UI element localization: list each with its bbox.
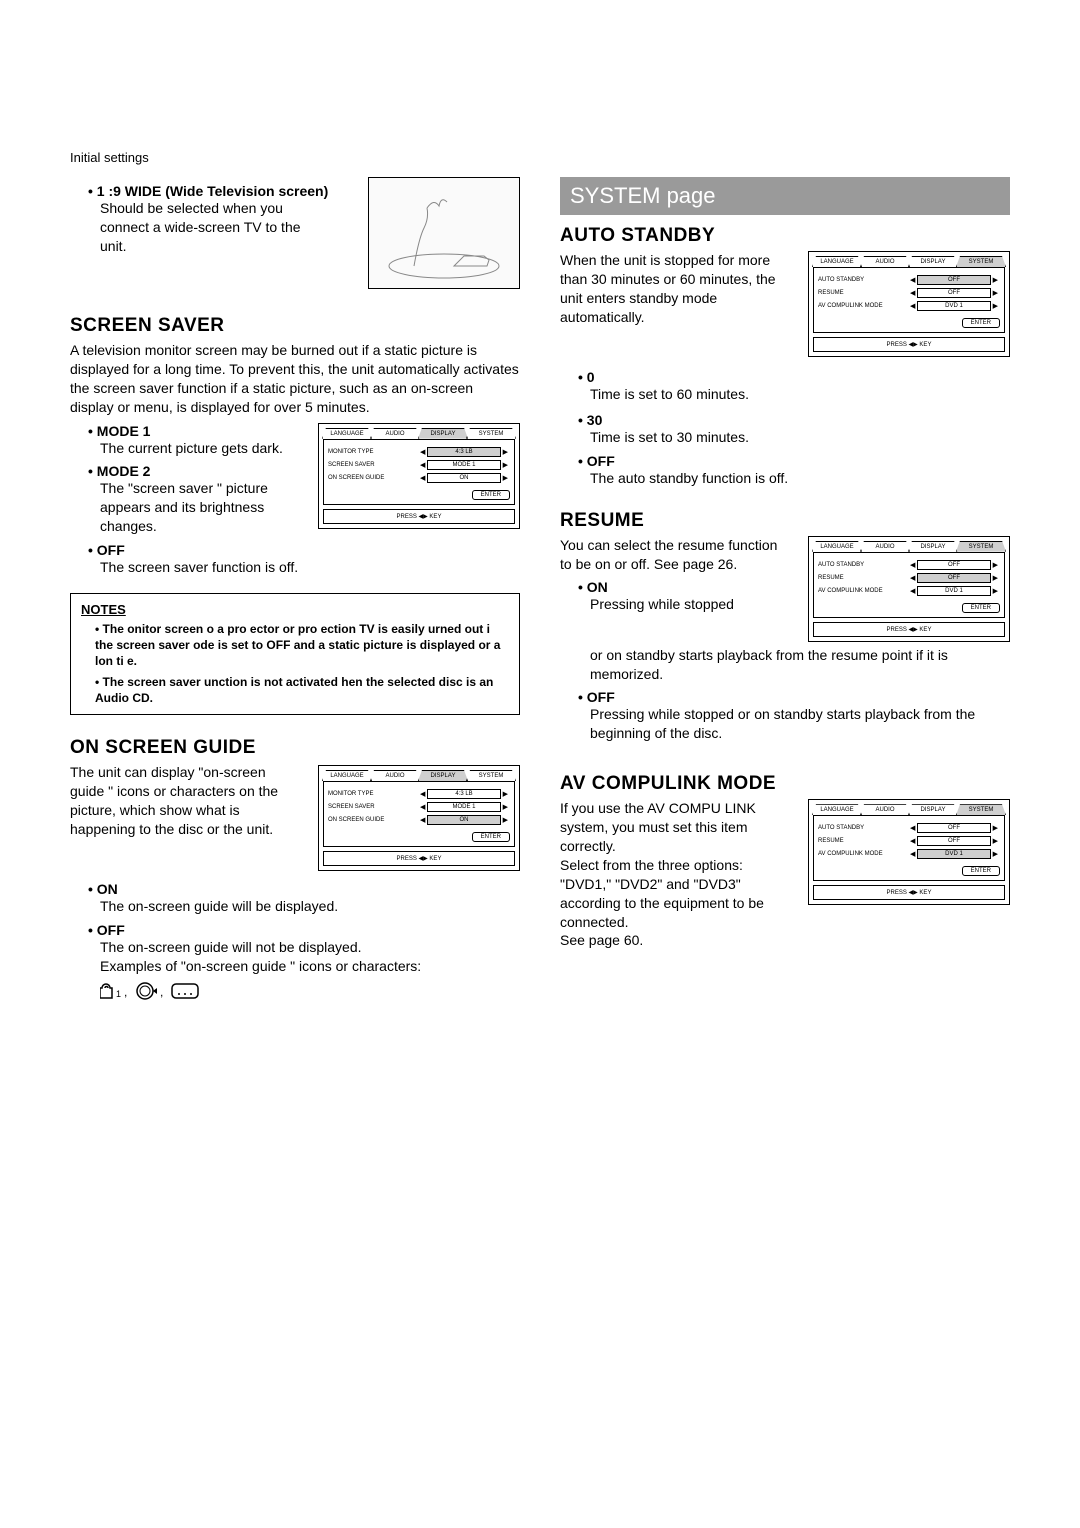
av-intro2: Select from the three options: "DVD1," "… [560, 856, 780, 932]
osd-tab: LANGUAGE [812, 541, 862, 552]
av-compulink-heading: AV COMPULINK MODE [560, 773, 1010, 795]
osd-tab: DISPLAY [418, 770, 468, 781]
osd-row: RESUME◀OFF▶ [818, 836, 1000, 846]
osd-autostandby: LANGUAGEAUDIODISPLAYSYSTEM AUTO STANDBY◀O… [808, 251, 1010, 357]
osd-row: ON SCREEN GUIDE◀ON▶ [328, 473, 510, 483]
osd-tab: AUDIO [370, 428, 420, 439]
screensaver-intro: A television monitor screen may be burne… [70, 341, 520, 417]
osd-row: AV COMPULINK MODE◀DVD 1▶ [818, 301, 1000, 311]
osd-enter-button: ENTER [962, 866, 1000, 876]
osd-row: SCREEN SAVER◀MODE 1▶ [328, 460, 510, 470]
osd-tab: DISPLAY [908, 256, 958, 267]
osd-tab: AUDIO [860, 804, 910, 815]
as-off-title: OFF [578, 453, 1010, 469]
notes-title: NOTES [81, 602, 509, 617]
av-intro1: If you use the AV COMPU LINK system, you… [560, 799, 780, 856]
osd-row: MONITOR TYPE◀4:3 LB▶ [328, 789, 510, 799]
osd-row: MONITOR TYPE◀4:3 LB▶ [328, 447, 510, 457]
left-column: 1 :9 WIDE (Wide Television screen) Shoul… [70, 177, 520, 1007]
osd-row: AUTO STANDBY◀OFF▶ [818, 275, 1000, 285]
osd-footer: PRESS ◀▶ KEY [813, 337, 1005, 352]
osd-footer: PRESS ◀▶ KEY [813, 885, 1005, 900]
osg-heading: ON SCREEN GUIDE [70, 737, 520, 759]
resume-on-desc1: Pressing while stopped [590, 595, 800, 614]
osd-tab: AUDIO [860, 256, 910, 267]
osd-tab: LANGUAGE [322, 428, 372, 439]
osd-footer: PRESS ◀▶ KEY [323, 509, 515, 524]
ss-off-desc: The screen saver function is off. [100, 558, 520, 577]
svg-text:1: 1 [116, 989, 121, 999]
osd-enter-button: ENTER [962, 318, 1000, 328]
osg-on-desc: The on-screen guide will be displayed. [100, 897, 520, 916]
resume-intro: You can select the resume function to be… [560, 536, 780, 574]
osd-row: RESUME◀OFF▶ [818, 573, 1000, 583]
note-1: The onitor screen o a pro ector or pro e… [95, 621, 509, 670]
osd-tab: SYSTEM [466, 770, 516, 781]
osg-off-title: OFF [88, 922, 520, 938]
osg-intro: The unit can display "on-screen guide " … [70, 763, 290, 839]
osd-tab: DISPLAY [418, 428, 468, 439]
osg-icons: 1 , , [100, 980, 520, 1007]
osd-enter-button: ENTER [472, 832, 510, 842]
osg-on-title: ON [88, 881, 520, 897]
ss-off-title: OFF [88, 542, 520, 558]
note-2: The screen saver unction is not activate… [95, 674, 509, 706]
wide-tv-illustration [368, 177, 520, 289]
resume-off-desc: Pressing while stopped or on standby sta… [590, 705, 1010, 743]
osd-tab: LANGUAGE [812, 804, 862, 815]
osd-row: RESUME◀OFF▶ [818, 288, 1000, 298]
svg-text:,: , [160, 985, 163, 999]
as-30-title: 30 [578, 412, 1010, 428]
osd-tab: LANGUAGE [322, 770, 372, 781]
as-30-desc: Time is set to 30 minutes. [590, 428, 1010, 447]
resume-off-title: OFF [578, 689, 1010, 705]
osd-footer: PRESS ◀▶ KEY [813, 622, 1005, 637]
osd-tab: DISPLAY [908, 541, 958, 552]
auto-standby-intro: When the unit is stopped for more than 3… [560, 251, 780, 327]
right-column: SYSTEM page AUTO STANDBY LANGUAGEAUDIODI… [560, 177, 1010, 1007]
as-60-title: 0 [578, 369, 1010, 385]
osd-tab: DISPLAY [908, 804, 958, 815]
wide-desc: Should be selected when you connect a wi… [100, 199, 310, 256]
osd-enter-button: ENTER [472, 490, 510, 500]
osd-tab: SYSTEM [956, 804, 1006, 815]
osd-onscreenguide: LANGUAGEAUDIODISPLAYSYSTEM MONITOR TYPE◀4… [318, 765, 520, 871]
auto-standby-heading: AUTO STANDBY [560, 225, 1010, 247]
as-off-desc: The auto standby function is off. [590, 469, 1010, 488]
notes-box: NOTES The onitor screen o a pro ector or… [70, 593, 520, 715]
as-60-desc: Time is set to 60 minutes. [590, 385, 1010, 404]
mode2-desc: The "screen saver " picture appears and … [100, 479, 330, 536]
osd-footer: PRESS ◀▶ KEY [323, 851, 515, 866]
osd-row: AV COMPULINK MODE◀DVD 1▶ [818, 586, 1000, 596]
osd-avcompulink: LANGUAGEAUDIODISPLAYSYSTEM AUTO STANDBY◀O… [808, 799, 1010, 905]
osd-row: SCREEN SAVER◀MODE 1▶ [328, 802, 510, 812]
av-intro3: See page 60. [560, 931, 1010, 950]
osd-tab: AUDIO [860, 541, 910, 552]
osd-enter-button: ENTER [962, 603, 1000, 613]
system-banner: SYSTEM page [560, 177, 1010, 215]
osd-row: ON SCREEN GUIDE◀ON▶ [328, 815, 510, 825]
svg-text:,: , [124, 985, 127, 999]
osg-off-desc2: Examples of "on-screen guide " icons or … [100, 957, 520, 976]
osd-tab: AUDIO [370, 770, 420, 781]
osd-screensaver: LANGUAGEAUDIODISPLAYSYSTEM MONITOR TYPE◀4… [318, 423, 520, 529]
osd-tab: LANGUAGE [812, 256, 862, 267]
osg-off-desc1: The on-screen guide will not be displaye… [100, 938, 520, 957]
osd-row: AV COMPULINK MODE◀DVD 1▶ [818, 849, 1000, 859]
osd-tab: SYSTEM [956, 541, 1006, 552]
screensaver-heading: SCREEN SAVER [70, 315, 520, 337]
osd-resume: LANGUAGEAUDIODISPLAYSYSTEM AUTO STANDBY◀O… [808, 536, 1010, 642]
osd-row: AUTO STANDBY◀OFF▶ [818, 823, 1000, 833]
osd-row: AUTO STANDBY◀OFF▶ [818, 560, 1000, 570]
page-header: Initial settings [70, 150, 1010, 165]
mode1-desc: The current picture gets dark. [100, 439, 300, 458]
osd-tab: SYSTEM [466, 428, 516, 439]
resume-on-desc2: or on standby starts playback from the r… [590, 646, 1010, 684]
osd-tab: SYSTEM [956, 256, 1006, 267]
resume-heading: RESUME [560, 510, 1010, 532]
